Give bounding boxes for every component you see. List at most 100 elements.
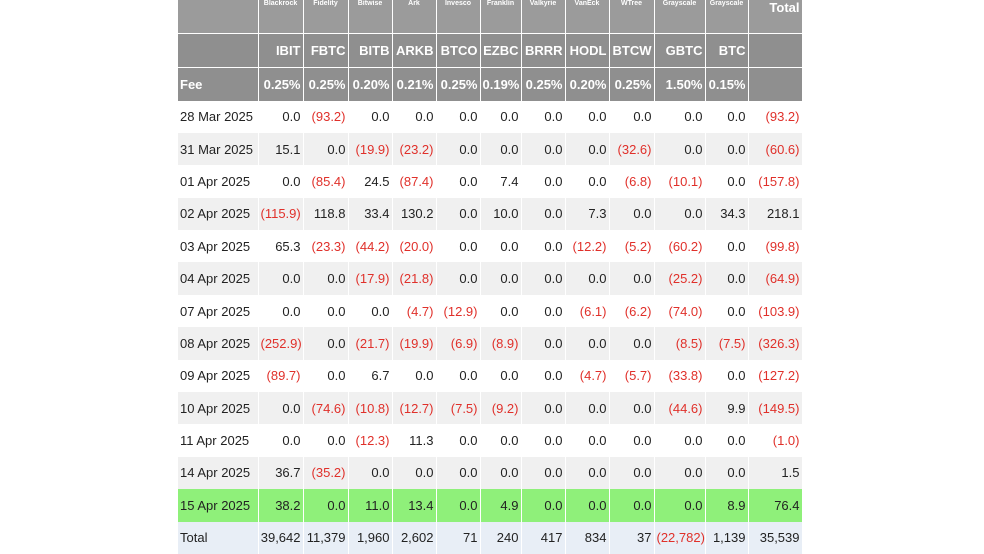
total-cell: 37 [609, 521, 655, 554]
flow-cell: 0.0 [480, 456, 522, 490]
flow-cell: 0.0 [436, 424, 481, 457]
flow-cell: 0.0 [436, 359, 481, 393]
table-body: 28 Mar 2025 0.0 (93.2) 0.0 0.0 0.0 0.0 0.0 0.0 0.… [178, 100, 803, 554]
row-total-cell: 76.4 [748, 489, 803, 522]
flow-cell: 0.0 [392, 359, 437, 393]
fee-cell: 1.50% [654, 66, 706, 101]
flow-cell: 38.2 [258, 489, 304, 522]
flow-cell: 0.0 [303, 294, 349, 328]
flow-cell: 0.0 [609, 392, 655, 425]
flow-cell: 0.0 [436, 230, 481, 263]
date-cell: 14 Apr 2025 [178, 456, 259, 490]
flow-cell: 0.0 [521, 262, 566, 295]
flow-cell: (7.5) [705, 327, 749, 360]
flow-cell: 0.0 [521, 132, 566, 166]
totals-row: Total 39,642 11,379 1,960 2,602 71 240 417 834 37… [178, 521, 803, 554]
flow-cell: 0.0 [436, 132, 481, 166]
flow-cell: (21.7) [348, 327, 393, 360]
issuer-header: Grayscale [705, 0, 749, 33]
flow-cell: 0.0 [705, 165, 749, 198]
row-total-cell: 1.5 [748, 456, 803, 490]
issuer-header-row: Blackrock Fidelity Bitwise Ark Invesco Frankl… [178, 0, 803, 33]
fee-cell: 0.25% [303, 66, 349, 101]
flow-cell: (6.1) [565, 294, 610, 328]
flow-cell: 0.0 [521, 100, 566, 133]
flow-cell: (89.7) [258, 359, 304, 393]
row-total-cell: (99.8) [748, 230, 803, 263]
date-cell: 10 Apr 2025 [178, 392, 259, 425]
flow-cell: (115.9) [258, 197, 304, 231]
flow-cell: 0.0 [392, 100, 437, 133]
issuer-header: Bitwise [348, 0, 393, 33]
header-blank [178, 0, 259, 33]
flow-cell: 0.0 [609, 489, 655, 522]
issuer-header: Grayscale [654, 0, 706, 33]
flow-cell: (20.0) [392, 230, 437, 263]
flow-cell: 0.0 [436, 489, 481, 522]
flow-cell: 0.0 [609, 262, 655, 295]
fee-cell: 0.25% [436, 66, 481, 101]
flow-cell: 65.3 [258, 230, 304, 263]
flow-cell: 0.0 [303, 489, 349, 522]
flow-cell: 0.0 [348, 100, 393, 133]
flow-cell: 0.0 [521, 489, 566, 522]
flow-cell: 0.0 [705, 294, 749, 328]
total-cell: (22,782) [654, 521, 706, 554]
total-cell: 71 [436, 521, 481, 554]
flow-cell: (12.7) [392, 392, 437, 425]
flow-cell: 0.0 [705, 359, 749, 393]
flow-cell: 0.0 [609, 100, 655, 133]
flow-cell: 7.4 [480, 165, 522, 198]
issuer-header: Fidelity [303, 0, 349, 33]
table-row: 01 Apr 2025 0.0 (85.4) 24.5 (87.4) 0.0 7.4 0.0 0… [178, 165, 803, 198]
total-cell: 2,602 [392, 521, 437, 554]
flow-cell: (12.2) [565, 230, 610, 263]
flow-cell: 0.0 [480, 230, 522, 263]
flow-cell: 0.0 [521, 165, 566, 198]
row-total-cell: (93.2) [748, 100, 803, 133]
date-cell: 09 Apr 2025 [178, 359, 259, 393]
table-row: 07 Apr 2025 0.0 0.0 0.0 (4.7) (12.9) 0.0 0.0 (6.… [178, 294, 803, 328]
flow-cell: (8.9) [480, 327, 522, 360]
flow-cell: 0.0 [303, 327, 349, 360]
total-cell: 417 [521, 521, 566, 554]
flow-cell: 0.0 [565, 424, 610, 457]
flow-cell: 6.7 [348, 359, 393, 393]
ticker-header: BITB [348, 32, 393, 67]
flow-cell: (12.9) [436, 294, 481, 328]
date-cell: 15 Apr 2025 [178, 489, 259, 522]
total-cell: 1,960 [348, 521, 393, 554]
flow-cell: 0.0 [565, 165, 610, 198]
flow-cell: 0.0 [705, 132, 749, 166]
grand-total-cell: 35,539 [748, 521, 803, 554]
issuer-header: Ark [392, 0, 437, 33]
row-total-cell: (127.2) [748, 359, 803, 393]
flow-cell: (10.8) [348, 392, 393, 425]
flow-cell: 0.0 [303, 424, 349, 457]
row-total-cell: (103.9) [748, 294, 803, 328]
table-row: 10 Apr 2025 0.0 (74.6) (10.8) (12.7) (7.5) (9.… [178, 392, 803, 425]
ticker-header: BTCW [609, 32, 655, 67]
date-cell: 28 Mar 2025 [178, 100, 259, 133]
flow-cell: (74.6) [303, 392, 349, 425]
date-cell: 08 Apr 2025 [178, 327, 259, 360]
row-total-cell: (60.6) [748, 132, 803, 166]
flow-cell: (44.6) [654, 392, 706, 425]
flow-cell: 10.0 [480, 197, 522, 231]
flow-cell: 36.7 [258, 456, 304, 490]
flow-cell: (12.3) [348, 424, 393, 457]
fee-total-blank [748, 66, 803, 101]
fee-cell: 0.20% [565, 66, 610, 101]
flow-cell: (23.2) [392, 132, 437, 166]
ticker-total-blank [748, 32, 803, 67]
flow-cell: 0.0 [436, 100, 481, 133]
issuer-header: Blackrock [258, 0, 304, 33]
flow-cell: 0.0 [609, 424, 655, 457]
flow-cell: 0.0 [654, 489, 706, 522]
flow-cell: (23.3) [303, 230, 349, 263]
table-row: 28 Mar 2025 0.0 (93.2) 0.0 0.0 0.0 0.0 0.0 0.0 0.… [178, 100, 803, 133]
ticker-header: IBIT [258, 32, 304, 67]
flow-cell: 11.0 [348, 489, 393, 522]
flow-cell: 0.0 [609, 327, 655, 360]
flow-cell: 0.0 [654, 100, 706, 133]
